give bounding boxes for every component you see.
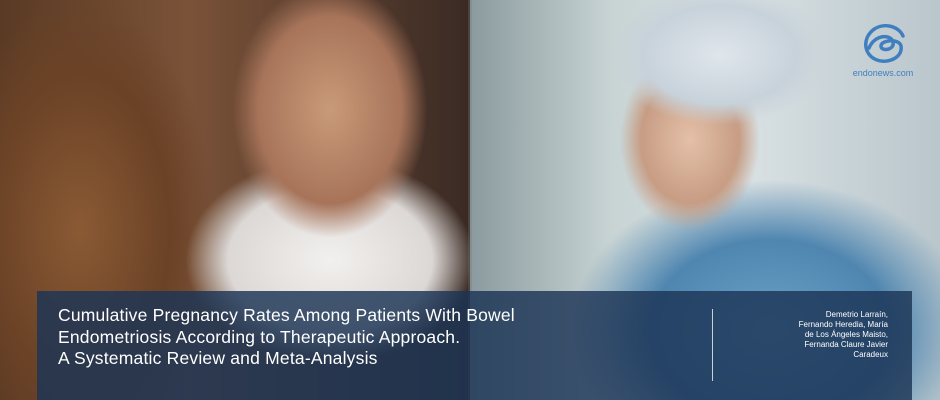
author-line: Fernando Heredia, María (798, 320, 888, 329)
title-line: Cumulative Pregnancy Rates Among Patient… (58, 305, 515, 325)
photo-divider (468, 0, 472, 400)
author-line: Demetrio Larraín, (825, 310, 888, 319)
article-caption-box: Cumulative Pregnancy Rates Among Patient… (37, 291, 912, 400)
title-line: Endometriosis According to Therapeutic A… (58, 326, 461, 347)
endonews-logo[interactable]: endonews.com (848, 22, 918, 78)
author-line: de Los Ángeles Maisto, (804, 330, 888, 339)
logo-text: endonews.com (852, 68, 914, 78)
article-authors: Demetrio Larraín, Fernando Heredia, Marí… (728, 310, 888, 360)
author-line: Fernanda Claure Javier (804, 340, 888, 349)
caption-divider (712, 309, 713, 381)
author-line: Caradeux (853, 350, 888, 359)
article-title: Cumulative Pregnancy Rates Among Patient… (58, 305, 515, 370)
title-line: A Systematic Review and Meta-Analysis (58, 348, 378, 368)
endonews-e-icon (864, 24, 905, 63)
